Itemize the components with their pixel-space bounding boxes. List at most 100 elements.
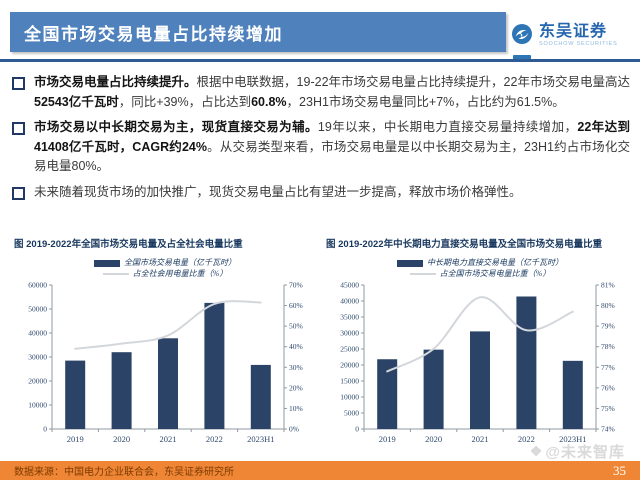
bullet-text-3: 未来随着现货市场的加快推广，现货交易电量占比有望进一步提高，释放市场价格弹性。 (34, 183, 522, 203)
left-tick-label: 40000 (28, 329, 47, 338)
bullet-item-1: 市场交易电量占比持续提升。根据中电联数据，19-22年市场交易电量占比持续提升，… (12, 73, 630, 112)
bullet1-seg4: ，同比+39%，占比达到 (118, 94, 252, 109)
bar-2020 (111, 352, 132, 429)
chart-mlt-direct-volume: 图 2019-2022年中长期电力直接交易电量及全国市场交易电量比重 中长期电力… (324, 236, 636, 451)
chart2-plot: 0 5000 10000 15000 20000 25000 30000 35000 40000… (340, 281, 615, 445)
legend-line-swatch-icon (102, 273, 129, 276)
chart1-legend-bar-row: 全国市场交易电量（亿千瓦时） (12, 257, 318, 268)
chart2-legend-bar-row: 中长期电力直接交易电量（亿千瓦时） (324, 257, 636, 268)
x-category-label: 2020 (113, 434, 130, 444)
left-tick-label: 30000 (340, 329, 359, 338)
watermark-text: @未来智库 (545, 444, 625, 461)
right-tick-label: 78% (601, 342, 615, 351)
watermark: ❖ @未来智库 (530, 441, 625, 462)
page-number: 35 (613, 462, 626, 478)
chart2-legend-line-label: 占全国市场交易电量比重（%） (439, 269, 551, 278)
left-tick-label: 25000 (340, 345, 359, 354)
bullet-list: 市场交易电量占比持续提升。根据中电联数据，19-22年市场交易电量占比持续提升，… (12, 73, 630, 208)
bar-2019 (377, 359, 398, 429)
right-tick-label: 50% (289, 322, 303, 331)
header-divider-line (0, 59, 640, 62)
bar-2021 (470, 331, 490, 429)
slide-title-bar: 全国市场交易电量占比持续增加 (10, 12, 506, 52)
right-tick-label: 75% (601, 404, 615, 413)
bullet2-seg3: 22年达到41408亿千瓦时，CAGR约24% (34, 120, 630, 154)
bar-2023H1 (250, 364, 271, 429)
right-tick-label: 74% (601, 425, 615, 434)
bar-2022 (204, 302, 225, 429)
bullet1-seg6: ，23H1市场交易电量同比+7%，占比约为61.5%。 (286, 94, 565, 109)
right-tick-label: 79% (601, 322, 615, 331)
bullet-square-icon (12, 77, 25, 90)
bar-2020 (423, 349, 444, 429)
left-tick-label: 40000 (340, 297, 359, 306)
x-category-label: 2021 (160, 434, 177, 444)
bullet-text-2: 市场交易以中长期交易为主，现货直接交易为辅。19年以来，中长期电力直接交易量持续… (34, 118, 630, 177)
bullet-item-3: 未来随着现货市场的加快推广，现货交易电量占比有望进一步提高，释放市场价格弹性。 (12, 183, 630, 203)
legend-line-swatch-icon (409, 273, 436, 276)
bullet-square-icon (12, 186, 25, 200)
right-tick-label: 80% (601, 301, 615, 310)
footer-bar: 数据来源：中国电力企业联合会，东吴证券研究所 35 (0, 461, 640, 480)
x-category-label: 2023H1 (559, 434, 586, 444)
bullet2-seg2: 19年以来，中长期电力直接交易量持续增加， (317, 120, 578, 134)
weilai-zhiku-logo-icon: ❖ (529, 443, 544, 459)
right-tick-label: 0% (289, 425, 299, 434)
left-tick-label: 45000 (340, 281, 359, 290)
left-tick-label: 20000 (340, 361, 359, 370)
chart2-title: 图 2019-2022年中长期电力直接交易电量及全国市场交易电量比重 (326, 239, 603, 250)
x-category-label: 2021 (472, 434, 489, 444)
left-tick-label: 30000 (28, 353, 47, 362)
bullet-square-icon (12, 122, 25, 135)
right-tick-label: 10% (289, 404, 303, 413)
chart1-legend-line-label: 占全社会用电量比重（%） (132, 269, 228, 278)
bar-2023H1 (562, 360, 583, 429)
soochow-securities-logo: 东吴证券 SOOCHOW SECURITIES (509, 23, 618, 60)
right-tick-label: 76% (601, 383, 615, 392)
page-title: 全国市场交易电量占比持续增加 (24, 24, 283, 44)
data-source-note: 数据来源：中国电力企业联合会，东吴证券研究所 (14, 467, 234, 478)
left-tick-label: 50000 (28, 305, 47, 314)
bullet-text-1: 市场交易电量占比持续提升。根据中电联数据，19-22年市场交易电量占比持续提升，… (34, 73, 630, 112)
chart1-title: 图 2019-2022年全国市场交易电量及占全社会电量比重 (14, 239, 243, 250)
left-tick-label: 15000 (340, 377, 359, 386)
chart1-legend: 全国市场交易电量（亿千瓦时） 占全社会用电量比重（%） (12, 257, 318, 279)
legend-bar-swatch-icon (94, 259, 120, 267)
chart2-legend: 中长期电力直接交易电量（亿千瓦时） 占全国市场交易电量比重（%） (324, 257, 636, 279)
bar-2021 (158, 338, 178, 429)
x-category-label: 2019 (379, 434, 396, 444)
chart1-legend-bar-label: 全国市场交易电量（亿千瓦时） (124, 258, 236, 267)
bullet3-seg1: 未来随着现货市场的加快推广，现货交易电量占比有望进一步提高，释放市场价格弹性。 (34, 184, 522, 199)
bullet-item-2: 市场交易以中长期交易为主，现货直接交易为辅。19年以来，中长期电力直接交易量持续… (12, 118, 630, 177)
right-tick-label: 30% (289, 363, 303, 372)
logo-text: 东吴证券 SOOCHOW SECURITIES (539, 23, 618, 48)
x-category-label: 2019 (67, 434, 84, 444)
left-tick-label: 0 (43, 425, 47, 434)
left-tick-label: 20000 (28, 377, 47, 386)
left-tick-label: 5000 (344, 409, 359, 418)
chart2-legend-line-row: 占全国市场交易电量比重（%） (324, 268, 636, 279)
left-tick-label: 10000 (28, 401, 47, 410)
x-category-label: 2022 (206, 434, 223, 444)
left-tick-label: 60000 (28, 281, 47, 290)
bullet1-seg3: 52543亿千瓦时 (34, 94, 119, 109)
trend-line (386, 296, 574, 373)
trend-line (74, 300, 262, 350)
bullet1-seg2: 根据中电联数据，19-22年市场交易电量占比持续提升，22年市场交易电量高达 (196, 75, 630, 89)
logo-badge (513, 55, 531, 60)
right-tick-label: 60% (289, 301, 303, 310)
chart2-legend-bar-label: 中长期电力直接交易电量（亿千瓦时） (427, 258, 563, 267)
legend-bar-swatch-icon (397, 259, 423, 267)
right-tick-label: 20% (289, 383, 303, 392)
soochow-logo-icon (509, 23, 535, 60)
logo-cn-name: 东吴证券 (539, 23, 608, 40)
right-tick-label: 40% (289, 342, 303, 351)
chart-market-traded-volume: 图 2019-2022年全国市场交易电量及占全社会电量比重 全国市场交易电量（亿… (12, 236, 318, 451)
bar-2022 (516, 296, 537, 429)
left-tick-label: 0 (355, 425, 359, 434)
bullet1-seg1: 市场交易电量占比持续提升。 (34, 75, 197, 89)
chart1-legend-line-row: 占全社会用电量比重（%） (12, 268, 318, 279)
x-category-label: 2022 (518, 434, 535, 444)
x-category-label: 2020 (425, 434, 442, 444)
